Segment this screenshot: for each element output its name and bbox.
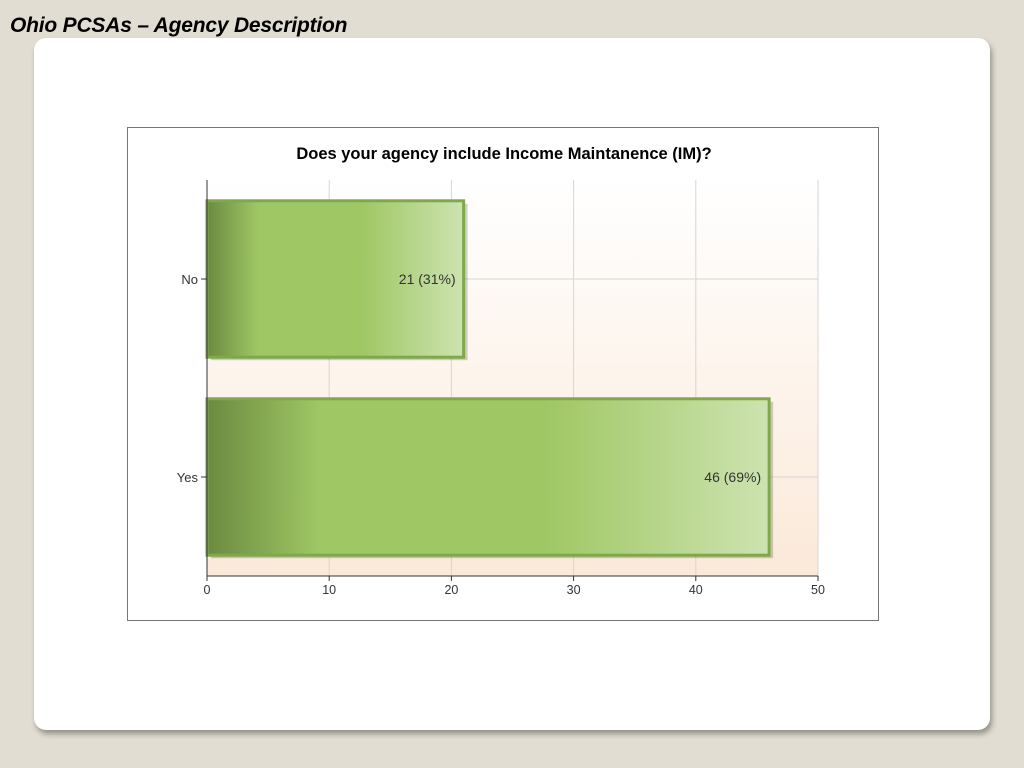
- bar-yes: [205, 397, 771, 557]
- chart-frame: Does your agency include Income Maintane…: [127, 127, 879, 621]
- x-tick-label: 20: [444, 583, 458, 597]
- plot-area: 21 (31%) No 46 (69%) Yes 0 10 20 30 40 50: [177, 180, 825, 597]
- x-tick-label: 10: [322, 583, 336, 597]
- x-tick-label: 0: [204, 583, 211, 597]
- category-label: Yes: [177, 470, 199, 485]
- bar-no: [205, 199, 466, 359]
- chart-title: Does your agency include Income Maintane…: [296, 145, 711, 163]
- category-label: No: [181, 272, 198, 287]
- bar-chart: Does your agency include Income Maintane…: [177, 145, 825, 597]
- bar-data-label: 21 (31%): [399, 271, 456, 287]
- slide-title: Ohio PCSAs – Agency Description: [10, 14, 348, 37]
- x-tick-label: 30: [567, 583, 581, 597]
- x-tick-label: 40: [689, 583, 703, 597]
- bar-data-label: 46 (69%): [704, 469, 761, 485]
- x-tick-label: 50: [811, 583, 825, 597]
